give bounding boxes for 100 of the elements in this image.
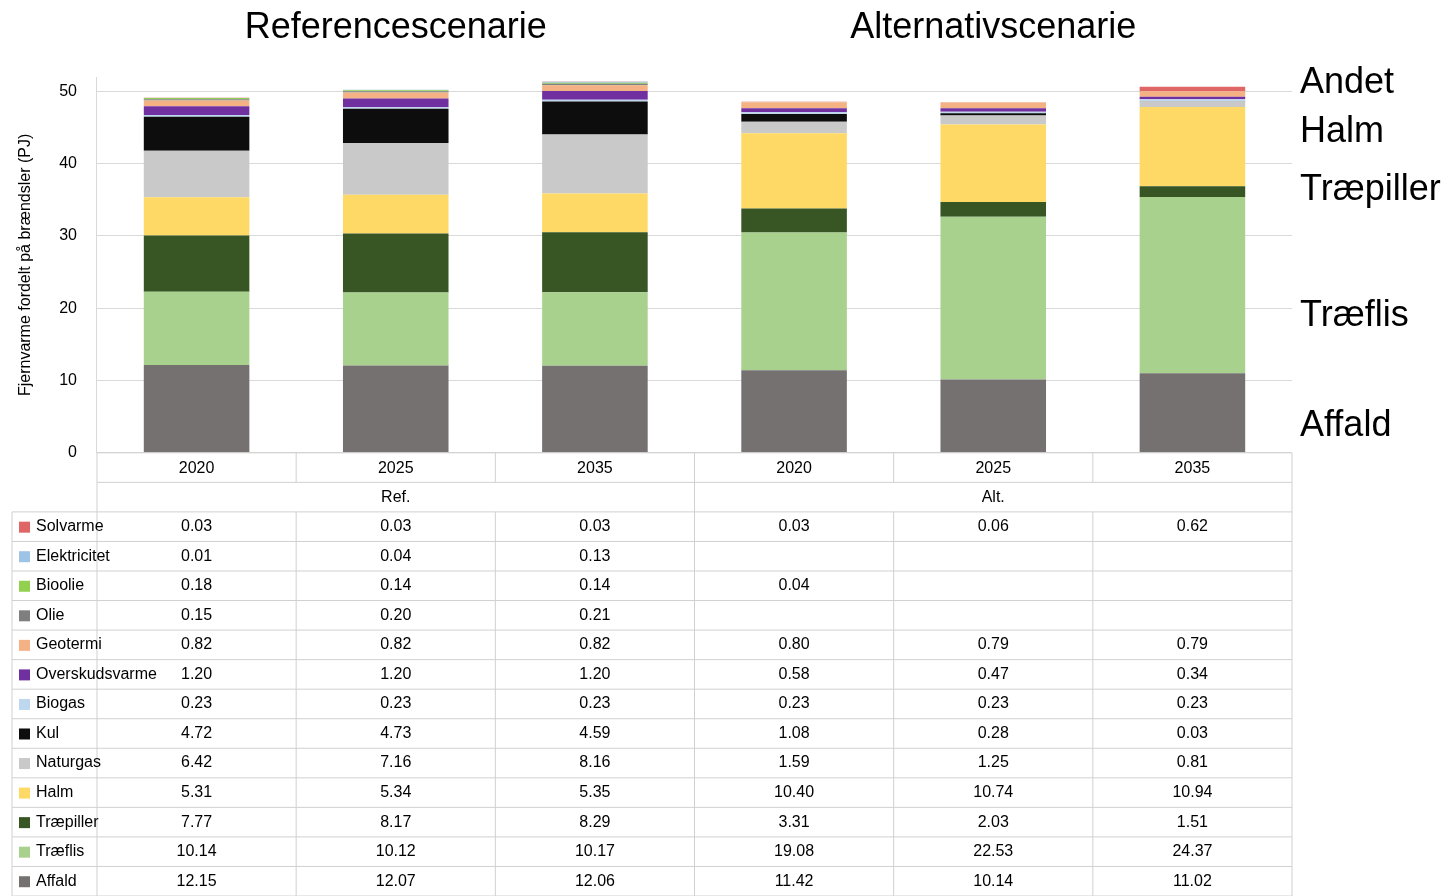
data-label: 0.13 (579, 546, 611, 564)
legend-label: Geotermi (36, 635, 102, 653)
data-label: 2.03 (977, 812, 1009, 830)
data-label: 0.20 (380, 605, 412, 623)
data-label: 0.81 (1176, 753, 1209, 771)
data-label: 0.28 (977, 723, 1009, 741)
data-label: 0.01 (181, 546, 213, 564)
x-tick-label: 2035 (577, 458, 613, 476)
data-label: 24.37 (1172, 842, 1213, 860)
text: Referencescenarie (244, 4, 547, 46)
legend-label: Biogas (36, 694, 85, 712)
data-label: 0.62 (1176, 517, 1209, 535)
data-label: 0.15 (181, 605, 213, 623)
data-label: 8.17 (380, 812, 412, 830)
data-label: 0.14 (380, 576, 412, 594)
y-tick-label: 10 (59, 370, 78, 388)
data-label: 0.34 (1176, 664, 1209, 682)
data-label: 7.16 (380, 753, 412, 771)
data-label: 0.18 (181, 576, 213, 594)
data-label: 12.15 (176, 871, 217, 889)
data-label: 1.20 (380, 664, 412, 682)
data-label: 11.02 (1172, 871, 1212, 889)
data-label: 0.23 (380, 694, 412, 712)
y-tick-label: 50 (59, 81, 78, 99)
text: Andet (1300, 59, 1395, 101)
data-label: 22.53 (973, 842, 1014, 860)
data-label: 7.77 (181, 812, 213, 830)
x-tick-label: 2020 (178, 458, 215, 476)
text: Halm (1300, 109, 1385, 151)
text: Træflis (1300, 293, 1409, 335)
text: Træpiller (1300, 166, 1441, 208)
legend-label: Affald (36, 871, 77, 889)
data-label: 1.08 (778, 723, 810, 741)
data-label: 0.03 (181, 517, 213, 535)
legend-label: Solvarme (36, 517, 104, 535)
data-label: 0.23 (579, 694, 611, 712)
data-label: 6.42 (181, 753, 213, 771)
legend-label: Kul (36, 723, 60, 741)
data-label: 4.72 (181, 723, 213, 741)
x-tick-label: 2025 (975, 458, 1012, 476)
data-label: 10.94 (1172, 782, 1213, 800)
data-label: 0.23 (977, 694, 1009, 712)
x-tick-label: 2035 (1174, 458, 1211, 476)
text: Affald (1300, 403, 1392, 445)
legend-label: Bioolie (36, 576, 85, 594)
data-label: 0.03 (778, 517, 810, 535)
data-label: 0.03 (579, 517, 611, 535)
legend-label: Træpiller (36, 812, 100, 830)
data-label: 12.07 (375, 871, 416, 889)
text: Alternativscenarie (850, 4, 1137, 46)
data-label: 0.58 (778, 664, 810, 682)
y-tick-label: 20 (59, 298, 78, 316)
data-label: 1.20 (579, 664, 611, 682)
legend-label: Overskudsvarme (36, 664, 158, 682)
data-label: 1.20 (181, 664, 213, 682)
data-label: 8.16 (579, 753, 611, 771)
data-label: 0.03 (1176, 723, 1209, 741)
data-label: 0.47 (977, 664, 1009, 682)
data-label: 5.31 (181, 782, 213, 800)
data-label: 0.82 (579, 635, 611, 653)
data-label: 1.59 (778, 753, 810, 771)
data-label: 12.06 (574, 871, 616, 889)
text: Ref. (381, 487, 411, 505)
y-axis-title: Fjernvarme fordelt på brændsler (PJ) (16, 133, 34, 397)
data-label: 4.73 (380, 723, 412, 741)
data-label: 0.21 (579, 605, 611, 623)
legend-label: Naturgas (36, 753, 101, 771)
data-label: 0.23 (778, 694, 810, 712)
data-label: 0.03 (380, 517, 412, 535)
data-label: 3.31 (778, 812, 810, 830)
legend-label: Halm (36, 782, 74, 800)
data-label: 0.23 (181, 694, 213, 712)
data-label: 10.40 (774, 782, 815, 800)
legend-label: Træflis (36, 842, 85, 860)
data-label: 5.35 (579, 782, 611, 800)
y-tick-label: 40 (59, 154, 78, 172)
data-label: 0.23 (1176, 694, 1209, 712)
text: Alt. (981, 487, 1005, 505)
data-label: 0.82 (380, 635, 412, 653)
legend-label: Elektricitet (36, 546, 111, 564)
data-label: 0.04 (778, 576, 810, 594)
x-tick-label: 2020 (776, 458, 812, 476)
data-label: 5.34 (380, 782, 412, 800)
data-label: 10.17 (574, 842, 616, 860)
data-label: 10.12 (375, 842, 416, 860)
data-label: 4.59 (579, 723, 611, 741)
data-label: 0.14 (579, 576, 611, 594)
data-label: 0.06 (977, 517, 1009, 535)
data-label: 1.51 (1176, 812, 1209, 830)
data-label: 1.25 (977, 753, 1009, 771)
data-label: 0.80 (778, 635, 810, 653)
data-label: 0.79 (977, 635, 1009, 653)
data-label: 8.29 (579, 812, 611, 830)
data-label: 11.42 (774, 871, 814, 889)
data-label: 10.14 (973, 871, 1014, 889)
y-tick-label: 30 (59, 226, 78, 244)
data-label: 19.08 (774, 842, 815, 860)
data-label: 0.82 (181, 635, 213, 653)
x-tick-label: 2025 (377, 458, 414, 476)
legend-label: Olie (36, 605, 65, 623)
